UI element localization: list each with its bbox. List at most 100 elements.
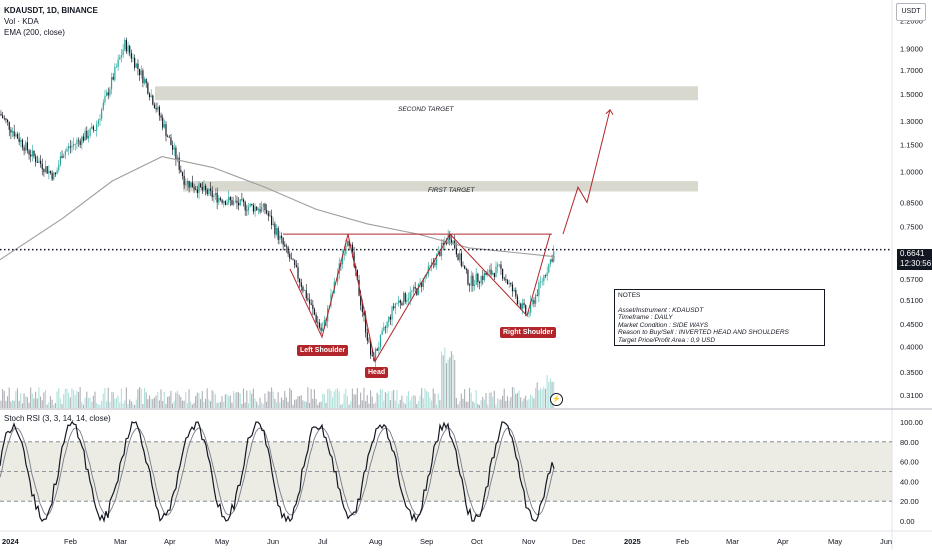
candle-body: [228, 197, 230, 203]
candle-body: [2, 115, 4, 119]
left-shoulder-label[interactable]: Left Shoulder: [297, 345, 349, 356]
volume-bar: [300, 395, 302, 408]
candle-body: [300, 282, 302, 287]
candle-body: [201, 186, 203, 191]
volume-bar: [218, 402, 220, 408]
volume-bar: [170, 390, 172, 408]
volume-bar: [155, 395, 157, 408]
time-tick-label: 2025: [624, 537, 641, 546]
candle-body: [18, 138, 20, 142]
volume-bar: [200, 399, 202, 408]
volume-bar: [498, 399, 500, 408]
notes-line: Asset/Instrument : KDAUSDT: [618, 306, 704, 314]
candle-body: [515, 289, 517, 297]
candle-body: [285, 246, 288, 248]
candle-body: [167, 136, 169, 138]
notes-box[interactable]: NOTES Asset/Instrument : KDAUSDT Timefra…: [614, 289, 825, 346]
volume-bar: [287, 401, 289, 408]
right-shoulder-label[interactable]: Right Shoulder: [500, 327, 557, 338]
volume-bar: [130, 401, 132, 408]
volume-bar: [292, 404, 294, 408]
candle-body: [518, 303, 520, 305]
candle-body: [158, 106, 160, 116]
candle-body: [366, 332, 368, 341]
volume-bar: [186, 403, 188, 408]
candle-body: [214, 192, 217, 196]
volume-bar: [378, 394, 380, 408]
currency-selector[interactable]: USDT: [896, 3, 926, 21]
volume-bar: [195, 396, 197, 408]
candle-body: [320, 327, 322, 331]
volume-bar: [31, 393, 33, 408]
lightning-icon[interactable]: ⚡: [550, 393, 563, 406]
stoch-rsi-legend[interactable]: Stoch RSI (3, 3, 14, 14, close): [4, 414, 111, 423]
volume-bar: [432, 388, 434, 408]
candle-body: [76, 140, 78, 144]
price-tick-label: 0.4500: [900, 320, 923, 329]
candle-body: [363, 311, 365, 316]
ema-legend[interactable]: EMA (200, close): [4, 28, 65, 37]
candle-body: [280, 235, 283, 239]
candle-body: [297, 267, 299, 279]
volume-bar: [54, 403, 56, 408]
price-tick-label: 2.2000: [900, 17, 923, 26]
candle-body: [525, 305, 527, 315]
volume-bar: [472, 401, 474, 408]
volume-bar: [333, 391, 335, 408]
volume-bar: [376, 392, 378, 408]
candle-body: [104, 96, 106, 103]
volume-bar: [388, 391, 390, 408]
candle-body: [198, 183, 200, 194]
volume-bar: [264, 393, 266, 408]
volume-bar: [132, 403, 134, 408]
notes-line: Timeframe : DAILY: [618, 314, 673, 322]
volume-bar: [361, 400, 363, 408]
candle-body: [447, 235, 449, 244]
candle-body: [15, 134, 17, 137]
candle-body: [312, 304, 314, 310]
candle-body: [110, 76, 113, 90]
symbol-title[interactable]: KDAUSDT, 1D, BINANCE: [4, 6, 98, 15]
stoch-k-line: [0, 420, 555, 523]
volume-bar: [483, 399, 485, 408]
candle-body: [211, 190, 213, 198]
volume-bar: [69, 397, 71, 408]
head-label[interactable]: Head: [365, 367, 389, 378]
candle-body: [231, 199, 233, 205]
candle-body: [43, 169, 45, 173]
volume-bar: [434, 393, 436, 408]
volume-bar: [21, 403, 23, 408]
candle-body: [266, 210, 268, 214]
volume-bar: [409, 400, 411, 408]
volume-bar: [261, 402, 263, 408]
volume-bar: [389, 400, 391, 408]
candle-body: [337, 273, 339, 282]
candle-body: [277, 228, 279, 240]
candle-body: [360, 295, 362, 306]
volume-bar: [223, 401, 225, 408]
candle-body: [16, 134, 19, 139]
candle-body: [455, 248, 457, 255]
volume-bar: [330, 390, 332, 408]
volume-bar: [506, 396, 509, 408]
price-tick-label: 1.9000: [900, 45, 923, 54]
volume-bar: [224, 394, 226, 408]
candle-body: [467, 270, 469, 285]
volume-bar: [148, 395, 150, 408]
candle-body: [404, 293, 406, 302]
volume-bar: [528, 399, 530, 408]
volume-legend[interactable]: Vol · KDA: [4, 17, 39, 26]
candle-body: [188, 180, 190, 188]
volume-bar: [404, 403, 406, 408]
candle-body: [58, 164, 60, 171]
volume-bar: [143, 387, 146, 408]
candle-body: [442, 243, 444, 245]
volume-bar: [411, 396, 413, 408]
volume-bar: [315, 399, 317, 408]
candle-body: [493, 272, 495, 278]
volume-bar: [282, 399, 284, 408]
candle-body: [241, 199, 243, 200]
time-tick-label: May: [828, 537, 842, 546]
